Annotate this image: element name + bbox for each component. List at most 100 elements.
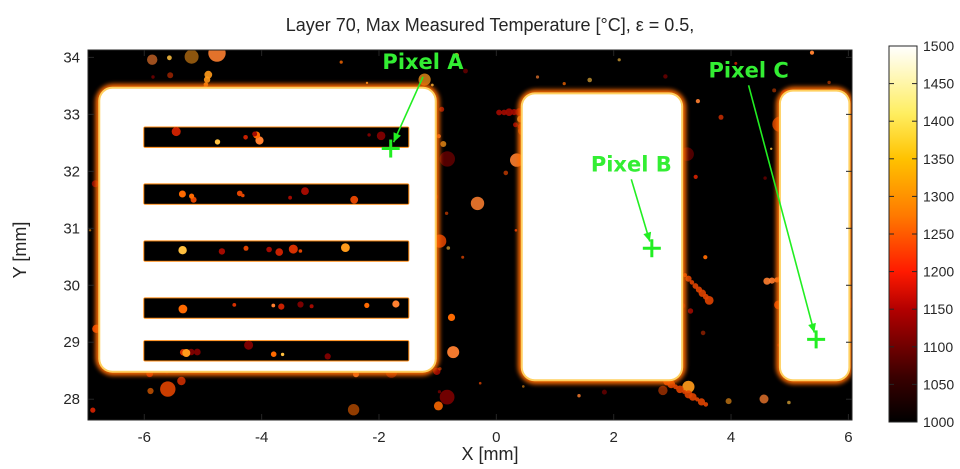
colorbar-tick-label: 1050 xyxy=(923,376,954,392)
y-tick-label: 32 xyxy=(63,163,80,180)
spatter-mark xyxy=(147,387,154,395)
spatter-mark xyxy=(687,308,694,314)
spatter-mark xyxy=(437,390,441,394)
annotation-arrowhead xyxy=(643,231,652,242)
spatter-streak-bead xyxy=(697,398,706,406)
slot-spatter xyxy=(182,349,191,357)
y-tick-label: 28 xyxy=(63,391,80,408)
slot-spatter xyxy=(297,301,304,308)
spatter-mark xyxy=(433,401,443,411)
slot-spatter xyxy=(275,248,284,256)
annotation-layer: Pixel A Pixel B Pixel C xyxy=(381,50,826,349)
spatter-streak-bead xyxy=(204,70,213,79)
spatter-mark xyxy=(147,54,158,65)
spatter-mark xyxy=(430,83,434,87)
spatter-mark xyxy=(184,50,199,64)
slot-spatter xyxy=(178,304,188,314)
colorbar-tick-label: 1300 xyxy=(923,188,954,204)
y-tick-label: 34 xyxy=(63,49,80,66)
spatter-mark xyxy=(734,61,738,65)
plot-area xyxy=(88,50,852,420)
spatter-mark xyxy=(463,68,468,74)
spatter-mark xyxy=(763,176,767,180)
x-tick-label: 6 xyxy=(844,429,852,446)
spatter-mark xyxy=(439,151,455,167)
slot-spatter xyxy=(193,348,201,356)
slot-spatter xyxy=(271,303,276,308)
spatter-streak-bead xyxy=(692,283,699,289)
colorbar-tick-label: 1400 xyxy=(923,113,954,129)
spatter-mark xyxy=(444,211,449,215)
spatter-mark xyxy=(759,394,769,404)
slot-spatter xyxy=(350,195,359,204)
spatter-mark xyxy=(470,196,485,211)
x-axis-label: X [mm] xyxy=(462,444,519,464)
slot-spatter xyxy=(214,139,221,145)
spatter-mark xyxy=(160,381,176,397)
spatter-mark xyxy=(439,389,455,405)
spatter-mark xyxy=(522,385,525,388)
annotation-arrowhead xyxy=(393,132,401,143)
slot-spatter xyxy=(364,302,370,308)
spatter-mark xyxy=(725,398,732,405)
slot-spatter xyxy=(270,351,277,358)
colorbar-tick-label: 1250 xyxy=(923,226,954,242)
spatter-mark xyxy=(787,400,791,405)
colorbar-tick-label: 1350 xyxy=(923,151,954,167)
colorbar: 1000 1050 1100 1150 1200 1250 1300 1350 1400 1450… xyxy=(888,38,954,430)
slot-spatter xyxy=(288,195,292,200)
annotation-arrow xyxy=(747,85,816,333)
spatter-mark xyxy=(703,255,708,260)
spatter-mark xyxy=(658,385,668,396)
spatter-mark xyxy=(438,367,442,371)
spatter-mark xyxy=(601,389,607,395)
spatter-mark xyxy=(695,99,701,104)
slot-spatter xyxy=(243,135,248,140)
spatter-mark xyxy=(535,75,540,79)
spatter-mark xyxy=(90,407,96,413)
spatter-mark xyxy=(682,380,695,393)
slot-gap xyxy=(144,341,409,361)
x-tick-label: 0 xyxy=(492,429,500,446)
axes: -6 -4 -2 0 2 4 6 28 29 30 31 32 33 34 xyxy=(63,49,852,446)
slot-spatter xyxy=(280,352,285,357)
annotation-arrowhead xyxy=(808,322,816,333)
annotation-label: Pixel C xyxy=(708,58,788,82)
slot-spatter xyxy=(392,300,400,308)
slot-spatter xyxy=(236,190,243,197)
spatter-mark xyxy=(770,147,773,150)
chart-title: Layer 70, Max Measured Temperature [°C],… xyxy=(286,15,695,35)
slot-spatter xyxy=(301,187,309,196)
spatter-mark xyxy=(88,229,92,232)
y-tick-label: 31 xyxy=(63,220,80,237)
spatter-streak-bead xyxy=(505,108,513,116)
spatter-streak-bead xyxy=(685,275,692,282)
spatter-mark xyxy=(347,404,360,416)
colorbar-tick-label: 1100 xyxy=(923,339,953,355)
spatter-streak-bead xyxy=(513,122,518,128)
spatter-mark xyxy=(454,52,459,58)
colorbar-tick-label: 1200 xyxy=(923,264,954,280)
x-tick-label: 2 xyxy=(610,429,618,446)
slot-spatter xyxy=(266,246,272,253)
spatter-mark xyxy=(503,170,509,176)
x-tick-label: 4 xyxy=(727,429,735,446)
spatter-mark xyxy=(440,141,447,147)
spatter-mark xyxy=(617,58,621,62)
hot-region-2 xyxy=(522,94,682,380)
spatter-streak-bead xyxy=(496,109,502,116)
slot-spatter xyxy=(178,246,187,255)
y-tick-label: 33 xyxy=(63,106,80,123)
spatter-mark xyxy=(827,80,831,85)
spatter-mark xyxy=(478,381,482,385)
slot-gap xyxy=(144,127,409,147)
y-tick-label: 29 xyxy=(63,334,80,351)
spatter-mark xyxy=(663,74,668,79)
slot-spatter xyxy=(241,193,245,198)
plot-frame xyxy=(87,49,853,421)
colorbar-tick-label: 1000 xyxy=(923,414,954,430)
spatter-streak-bead xyxy=(676,385,684,394)
x-tick-label: -4 xyxy=(255,429,268,446)
spatter-mark xyxy=(718,114,724,120)
